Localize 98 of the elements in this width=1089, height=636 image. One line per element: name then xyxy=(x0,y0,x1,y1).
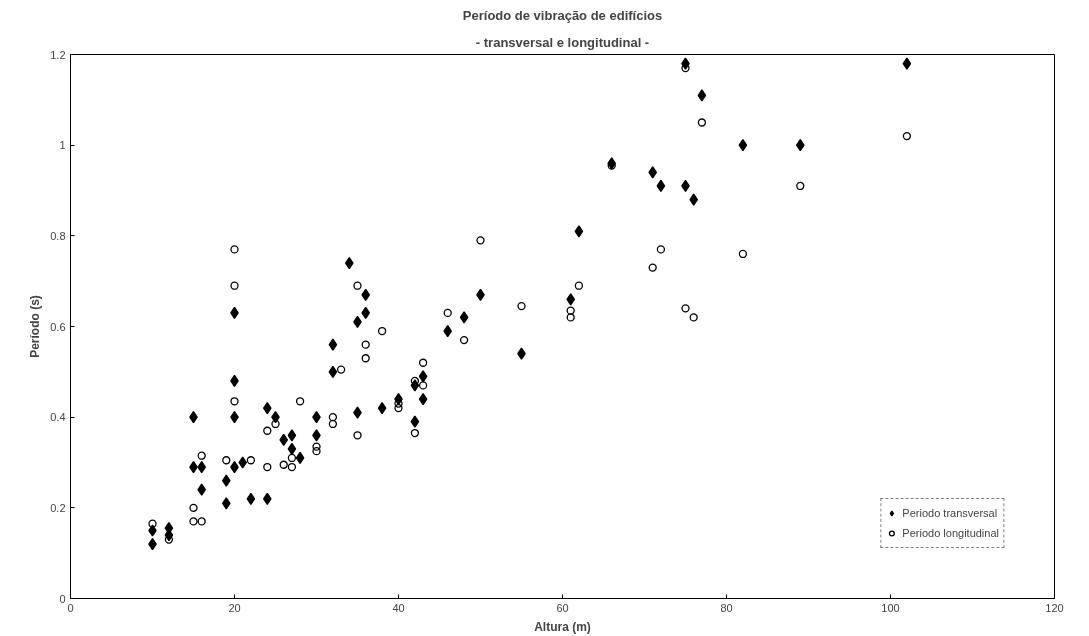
y-axis-title: Período (s) xyxy=(28,295,43,358)
point xyxy=(418,392,428,406)
point xyxy=(197,451,206,460)
point xyxy=(459,311,469,324)
point xyxy=(361,354,370,363)
point xyxy=(377,401,387,415)
point xyxy=(681,304,690,313)
point xyxy=(295,397,305,406)
point xyxy=(353,281,362,290)
point xyxy=(328,338,338,351)
x-tick-label: 100 xyxy=(881,601,900,614)
point xyxy=(189,517,198,526)
point xyxy=(443,324,453,338)
point xyxy=(295,451,305,465)
point xyxy=(418,370,428,383)
point xyxy=(328,419,338,429)
point xyxy=(263,426,272,435)
point xyxy=(476,236,485,245)
point xyxy=(689,193,699,206)
point xyxy=(574,225,584,238)
y-tick-label: 0.6 xyxy=(50,320,66,333)
y-tick-label: 0.8 xyxy=(50,229,66,242)
point xyxy=(262,492,272,505)
point xyxy=(230,397,239,406)
point xyxy=(197,483,207,496)
y-tick-label: 0.4 xyxy=(50,411,66,424)
legend-label: Periodo longitudinal xyxy=(902,527,999,539)
x-tick-label: 20 xyxy=(228,601,241,614)
point xyxy=(279,433,289,446)
point xyxy=(566,306,575,315)
point xyxy=(353,431,362,440)
point xyxy=(738,139,748,152)
point xyxy=(656,245,666,254)
point xyxy=(221,497,231,510)
x-tick-label: 80 xyxy=(720,601,733,614)
point xyxy=(287,453,297,463)
point xyxy=(697,89,707,102)
x-tick-label: 0 xyxy=(67,601,74,614)
point xyxy=(263,462,272,472)
point xyxy=(377,326,387,336)
point xyxy=(689,313,698,322)
point xyxy=(410,415,420,428)
point xyxy=(328,413,338,422)
chart-subtitle: - transversal e longitudinal - xyxy=(475,34,650,50)
point xyxy=(221,474,231,487)
point xyxy=(566,313,575,322)
point xyxy=(418,358,428,367)
point xyxy=(574,281,584,290)
point xyxy=(648,263,657,272)
point xyxy=(443,308,452,318)
point xyxy=(344,256,354,270)
point xyxy=(361,306,371,320)
y-tick-label: 1 xyxy=(59,139,66,152)
point xyxy=(902,131,912,141)
point xyxy=(246,456,256,465)
y-tick-label: 0 xyxy=(59,592,66,605)
point xyxy=(648,166,658,179)
point xyxy=(287,462,297,472)
point xyxy=(148,519,157,528)
point xyxy=(902,57,912,70)
point xyxy=(418,381,428,390)
x-tick-label: 120 xyxy=(1045,601,1064,614)
y-tick-label: 1.2 xyxy=(50,48,66,61)
x-axis-title: Altura (m) xyxy=(534,619,591,634)
point xyxy=(197,460,207,474)
y-tick-label: 0.2 xyxy=(50,501,66,514)
point xyxy=(410,428,420,438)
point xyxy=(361,288,371,301)
point xyxy=(238,456,248,469)
point xyxy=(312,442,321,451)
point xyxy=(312,447,321,456)
point xyxy=(279,460,288,469)
point xyxy=(459,335,469,345)
point xyxy=(656,179,666,193)
point xyxy=(222,456,231,465)
point xyxy=(246,492,256,505)
point xyxy=(394,403,403,413)
chart-title: Período de vibração de edifícios xyxy=(462,7,663,23)
point xyxy=(230,281,239,290)
point xyxy=(336,365,346,374)
x-tick-label: 40 xyxy=(392,601,405,614)
point xyxy=(328,365,338,378)
point xyxy=(197,517,206,526)
point xyxy=(262,401,272,415)
point xyxy=(230,245,239,254)
point xyxy=(697,118,707,127)
x-tick-label: 60 xyxy=(556,601,569,614)
point xyxy=(796,181,805,191)
point xyxy=(517,301,526,311)
point xyxy=(287,429,297,442)
point xyxy=(189,503,198,512)
point xyxy=(566,293,576,306)
point xyxy=(271,419,280,429)
point xyxy=(795,139,805,152)
point xyxy=(287,442,297,456)
point xyxy=(738,249,748,259)
legend-label: Periodo transversal xyxy=(902,507,998,519)
point xyxy=(361,340,370,349)
